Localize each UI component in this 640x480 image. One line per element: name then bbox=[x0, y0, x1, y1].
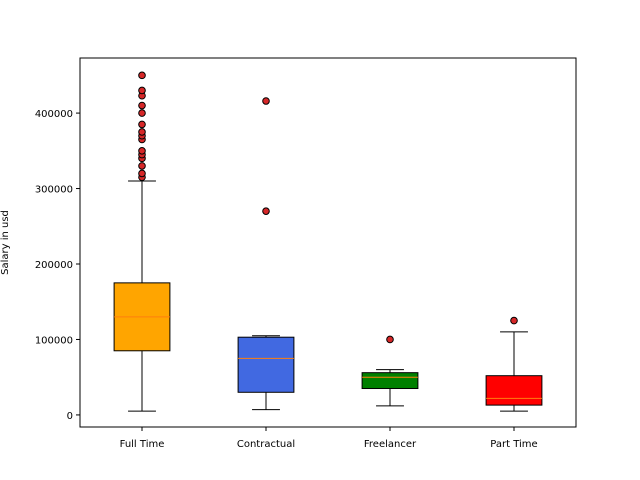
outlier-point bbox=[138, 101, 146, 110]
box-group bbox=[113, 71, 171, 412]
outlier-point bbox=[262, 207, 270, 215]
outlier-point bbox=[138, 109, 146, 117]
outlier-point bbox=[138, 120, 146, 129]
outlier-point bbox=[262, 97, 270, 105]
y-tick-label: 200000 bbox=[35, 260, 73, 271]
box bbox=[237, 336, 295, 393]
outlier-point bbox=[138, 86, 146, 95]
outlier-point bbox=[138, 169, 146, 178]
outlier-point bbox=[138, 128, 146, 136]
box bbox=[485, 375, 543, 406]
box-group bbox=[485, 316, 543, 412]
outlier-point bbox=[138, 162, 146, 170]
x-axis-ticks: Full Time Contractual Freelancer Part Time bbox=[120, 427, 538, 450]
y-axis-label: Salary in usd bbox=[0, 210, 11, 275]
axes-frame bbox=[79, 57, 577, 428]
x-tick-label: Part Time bbox=[490, 439, 537, 450]
box bbox=[361, 372, 419, 390]
plot-area bbox=[113, 71, 543, 412]
x-tick-label: Contractual bbox=[237, 439, 295, 450]
box-group bbox=[237, 97, 295, 411]
outlier-point bbox=[510, 316, 518, 325]
outlier-point bbox=[138, 147, 146, 155]
outlier-point bbox=[138, 71, 146, 80]
y-tick-label: 100000 bbox=[35, 335, 73, 346]
x-tick-label: Full Time bbox=[120, 439, 165, 450]
y-tick-label: 0 bbox=[67, 411, 73, 422]
y-tick-label: 300000 bbox=[35, 185, 73, 196]
y-tick-label: 400000 bbox=[35, 109, 73, 120]
x-tick-label: Freelancer bbox=[364, 439, 417, 450]
box-group bbox=[361, 335, 419, 407]
y-axis-ticks: 0 100000 200000 300000 400000 bbox=[35, 109, 80, 422]
outlier-point bbox=[386, 335, 394, 344]
